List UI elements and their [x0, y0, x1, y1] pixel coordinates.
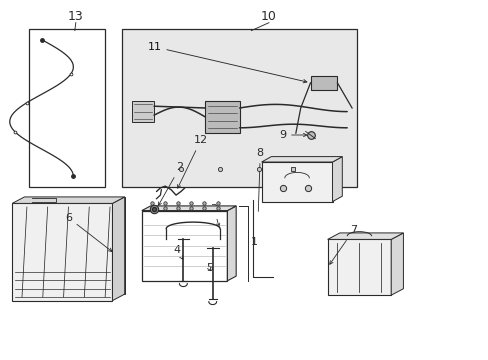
Polygon shape: [332, 157, 342, 202]
Text: 6: 6: [65, 213, 112, 252]
Bar: [310, 76, 337, 90]
Polygon shape: [227, 206, 236, 281]
Text: 9: 9: [278, 130, 306, 140]
Text: 5: 5: [205, 263, 212, 273]
Text: 11: 11: [147, 42, 306, 83]
Polygon shape: [327, 239, 390, 295]
Polygon shape: [142, 211, 227, 281]
Bar: [205, 101, 239, 133]
Text: 8: 8: [256, 148, 264, 211]
Polygon shape: [261, 162, 332, 202]
Text: 10: 10: [261, 10, 276, 23]
Polygon shape: [327, 233, 403, 239]
Polygon shape: [12, 197, 124, 203]
Text: 13: 13: [68, 10, 83, 23]
Polygon shape: [390, 233, 403, 295]
Polygon shape: [142, 206, 236, 211]
Bar: [132, 101, 154, 122]
Bar: [122, 29, 356, 187]
Text: 4: 4: [173, 245, 183, 259]
Polygon shape: [261, 157, 342, 162]
Text: 12: 12: [177, 135, 207, 188]
Polygon shape: [12, 203, 112, 301]
Text: 3: 3: [210, 204, 219, 227]
Text: 2: 2: [158, 162, 183, 206]
Polygon shape: [112, 197, 124, 301]
Text: 1: 1: [250, 237, 257, 247]
Text: 7: 7: [329, 225, 356, 264]
Bar: [29, 29, 105, 187]
Polygon shape: [24, 197, 124, 294]
